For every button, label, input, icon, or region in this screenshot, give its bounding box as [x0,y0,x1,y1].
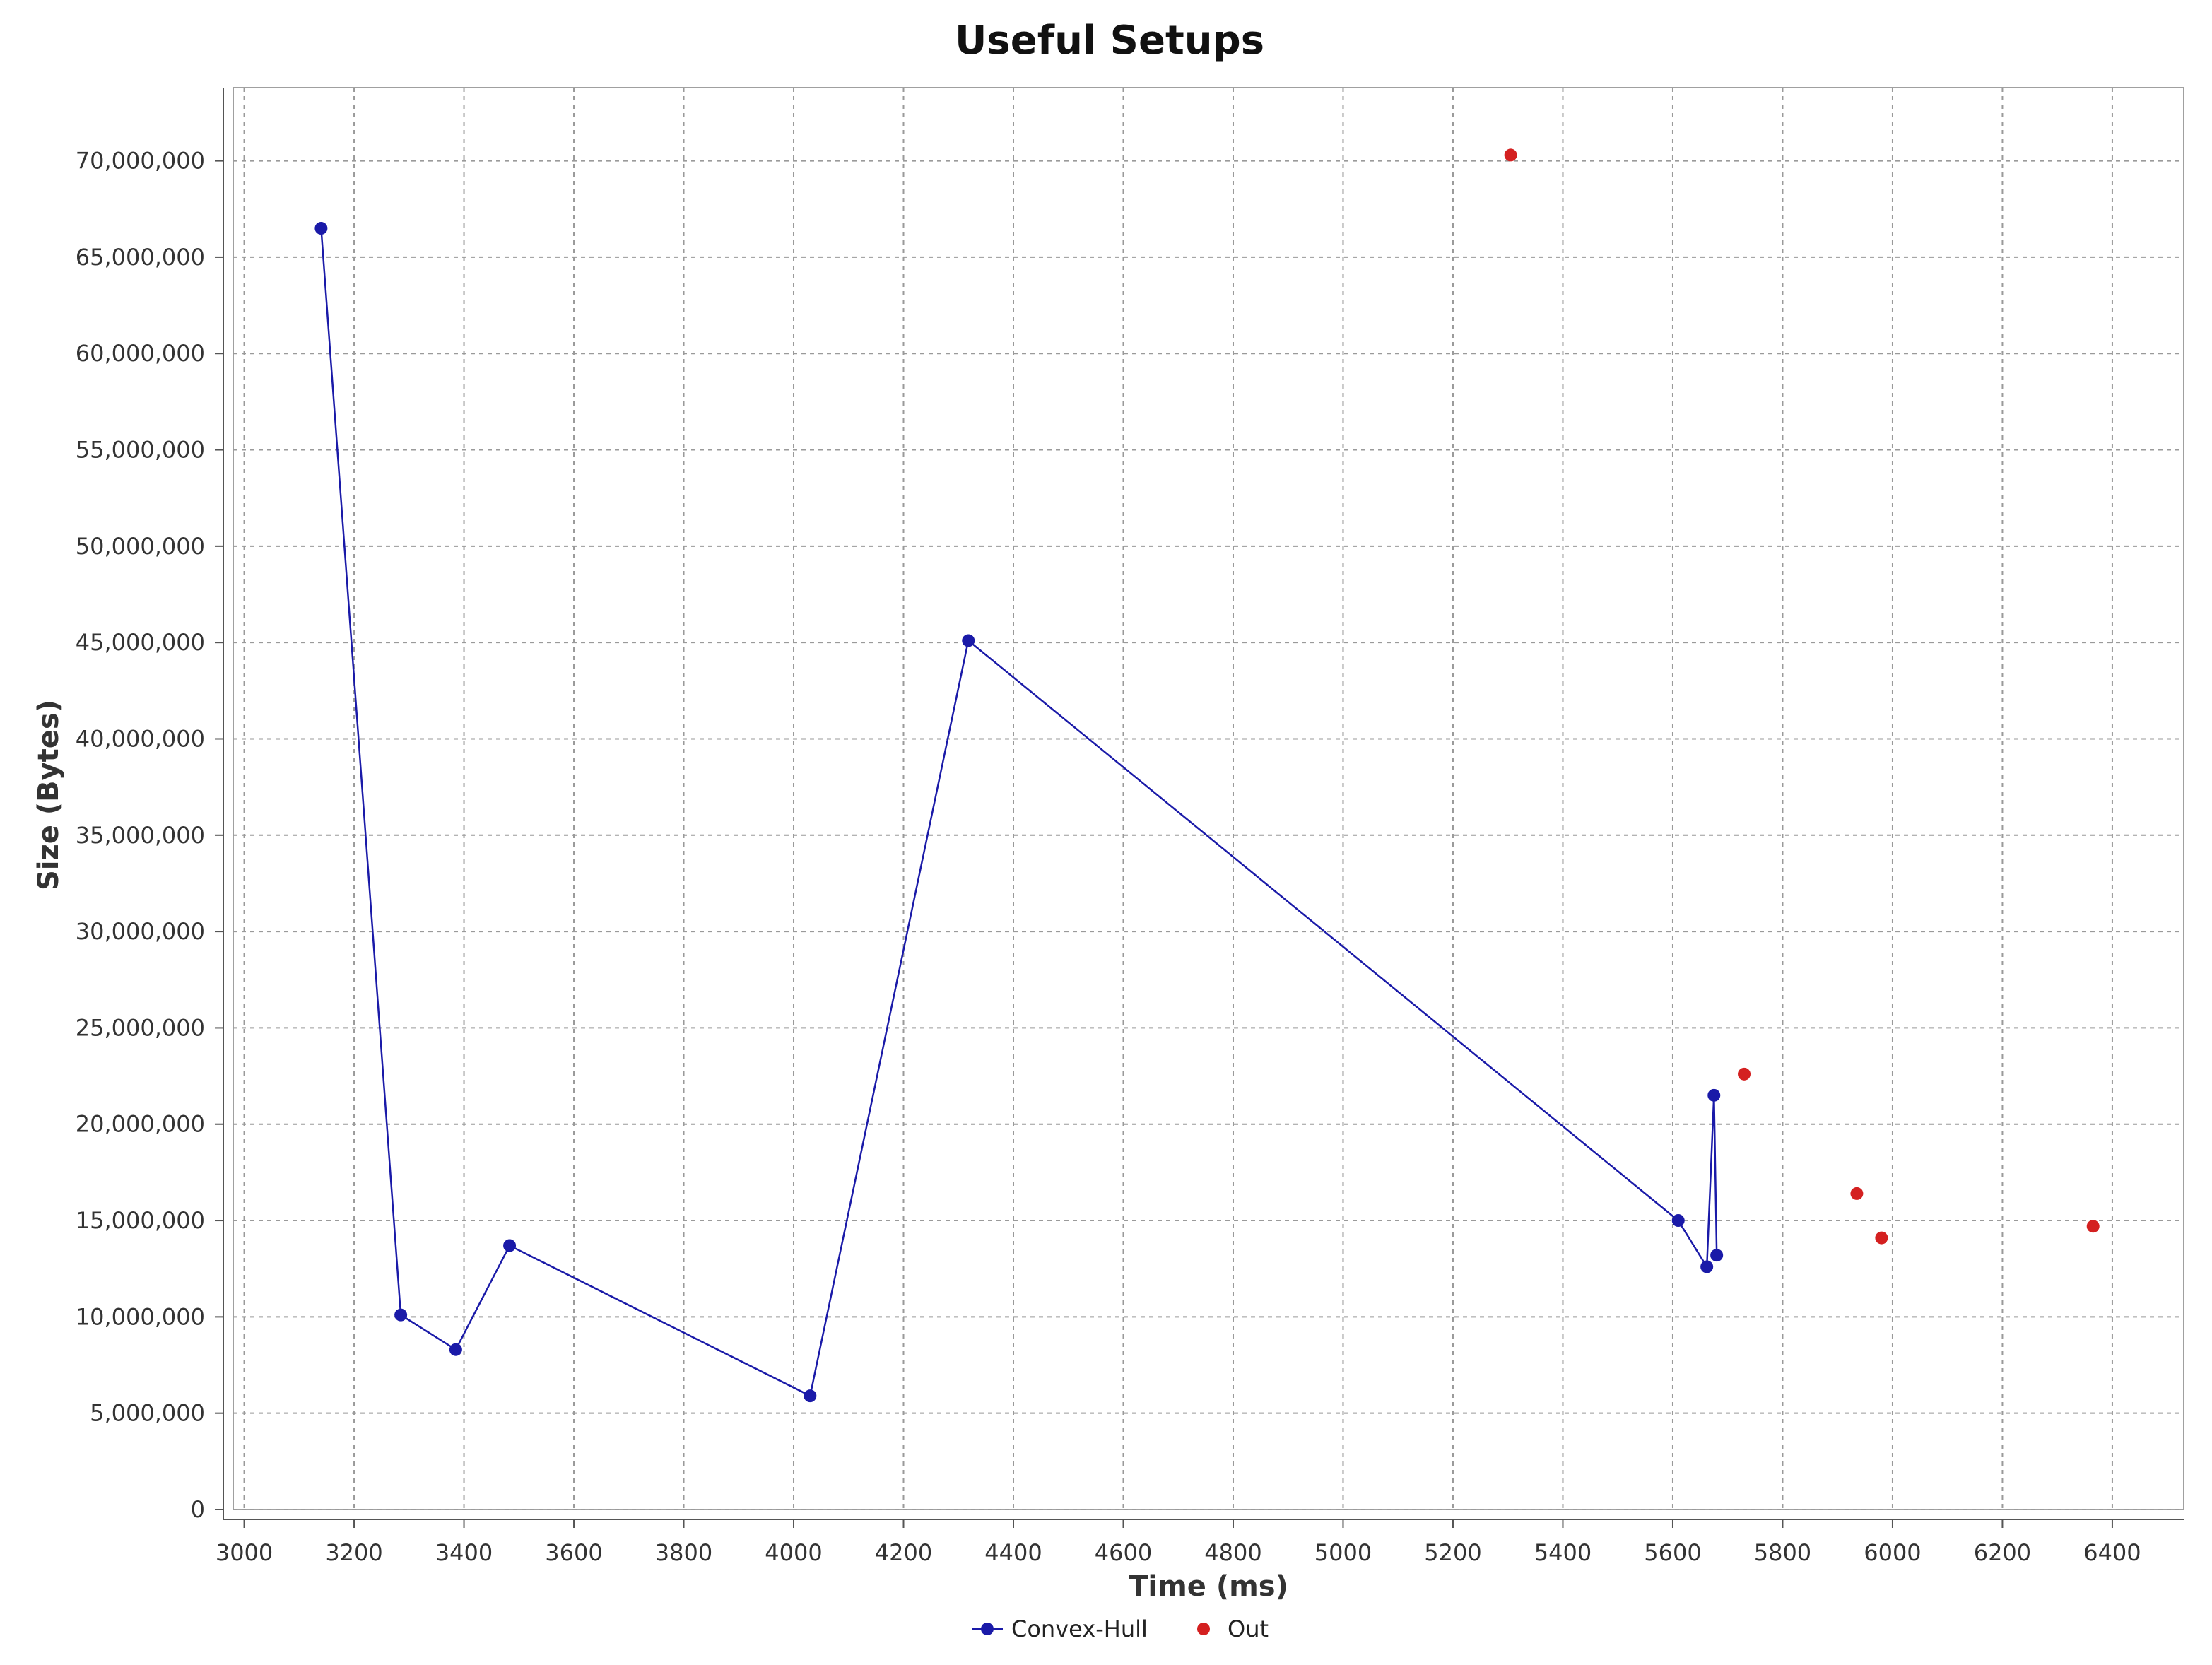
x-tick-label: 4200 [875,1539,932,1566]
legend-label: Out [1228,1616,1269,1642]
x-tick-label: 6200 [1974,1539,2031,1566]
y-tick-label: 65,000,000 [76,244,205,271]
data-point [1700,1260,1714,1273]
data-point [1504,148,1517,162]
data-point [1875,1231,1888,1245]
legend: Convex-Hull Out [972,1616,1269,1642]
series-line [320,228,1718,1397]
x-tick-label: 3800 [655,1539,712,1566]
y-tick-label: 40,000,000 [76,725,205,752]
series-out [1504,148,2100,1245]
y-axis-ticks: 0 5,000,000 10,000,000 15,000,000 20,000,000… [76,148,223,1523]
y-tick-label: 20,000,000 [76,1111,205,1138]
data-point [804,1389,817,1403]
plot-area [233,87,2184,1510]
x-tick-label: 5800 [1754,1539,1811,1566]
x-tick-label: 6000 [1864,1539,1921,1566]
y-tick-label: 70,000,000 [76,148,205,175]
x-tick-label: 4000 [765,1539,822,1566]
chart-title: Useful Setups [955,18,1264,64]
data-point [962,634,975,647]
data-point [503,1239,517,1252]
y-tick-label: 60,000,000 [76,340,205,367]
legend-swatch-marker [1197,1623,1210,1635]
x-tick-label: 3600 [545,1539,602,1566]
y-tick-label: 45,000,000 [76,629,205,656]
data-point [2086,1220,2100,1233]
x-tick-label: 5200 [1424,1539,1481,1566]
series-convex-hull [314,222,1724,1403]
x-tick-label: 3200 [325,1539,382,1566]
data-point [314,222,328,235]
legend-swatch-marker [981,1623,994,1635]
data-point [394,1308,408,1322]
y-tick-label: 0 [191,1496,205,1523]
y-tick-label: 25,000,000 [76,1014,205,1041]
x-tick-label: 4400 [984,1539,1042,1566]
legend-item: Out [1197,1616,1269,1642]
data-point [1707,1088,1721,1102]
x-tick-label: 4600 [1095,1539,1152,1566]
x-tick-label: 5000 [1314,1539,1372,1566]
y-axis-title: Size (Bytes) [33,700,65,890]
x-axis-ticks: 3000 3200 3400 3600 3800 4000 4200 4400 4600 4800… [216,1519,2141,1566]
data-point [1710,1249,1724,1262]
x-tick-label: 3000 [216,1539,273,1566]
x-tick-label: 3400 [435,1539,493,1566]
data-point [449,1343,462,1356]
y-tick-label: 55,000,000 [76,437,205,464]
x-tick-label: 5600 [1644,1539,1701,1566]
x-tick-label: 6400 [2083,1539,2141,1566]
legend-label: Convex-Hull [1011,1616,1148,1642]
axes [223,88,2184,1520]
y-tick-label: 50,000,000 [76,533,205,560]
y-tick-label: 35,000,000 [76,822,205,849]
x-tick-label: 5400 [1534,1539,1592,1566]
data-point [1671,1214,1685,1228]
y-tick-label: 5,000,000 [90,1400,205,1427]
gridlines [233,88,2184,1510]
series [314,148,2100,1403]
y-tick-label: 15,000,000 [76,1207,205,1234]
data-point [1850,1187,1864,1200]
legend-item: Convex-Hull [972,1616,1148,1642]
y-tick-label: 10,000,000 [76,1303,205,1330]
x-axis-title: Time (ms) [1129,1570,1288,1603]
y-tick-label: 30,000,000 [76,918,205,945]
data-point [1738,1067,1751,1081]
x-tick-label: 4800 [1204,1539,1261,1566]
